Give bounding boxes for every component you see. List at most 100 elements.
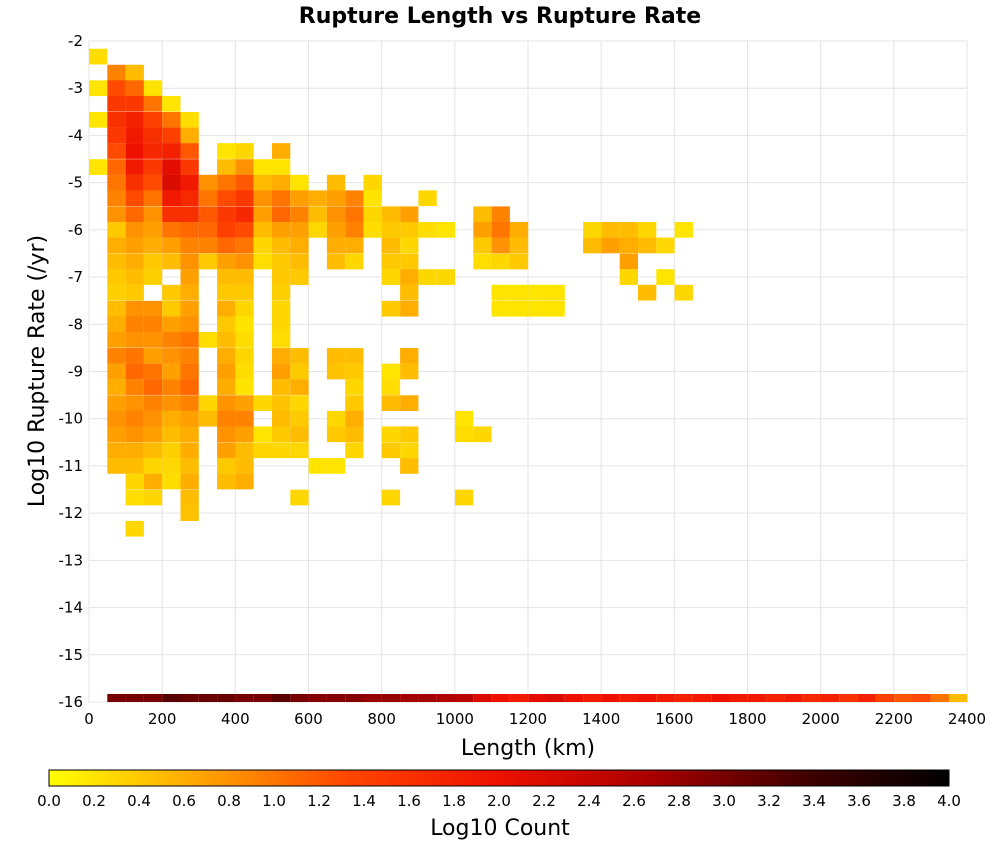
heatmap-cell [125, 458, 144, 474]
heatmap-cell [125, 473, 144, 490]
colorbar-tick-label: 2.0 [487, 792, 511, 810]
heatmap-cell [400, 284, 419, 301]
heatmap-cell [272, 395, 291, 411]
heatmap-cell [125, 111, 144, 128]
colorbar-tick-label: 1.6 [397, 792, 421, 810]
bottom-row-cell [583, 694, 602, 702]
heatmap-cell [235, 269, 254, 285]
heatmap-cell [345, 379, 364, 395]
bottom-row-cell [272, 694, 291, 702]
heatmap-cell [143, 253, 163, 270]
heatmap-cell [162, 95, 181, 112]
heatmap-cell [143, 190, 163, 207]
heatmap-cell [125, 520, 144, 537]
heatmap-cell [180, 395, 199, 411]
heatmap-cell [235, 332, 254, 348]
heatmap-cell [143, 332, 163, 348]
heatmap-cell [455, 489, 474, 506]
heatmap-cell [272, 316, 291, 333]
heatmap-cell [290, 426, 309, 443]
heatmap-cell [326, 253, 346, 270]
heatmap-cell [180, 316, 199, 333]
heatmap-cell [125, 190, 144, 207]
heatmap-cell [143, 95, 163, 112]
heatmap-cell [400, 221, 419, 238]
heatmap-cell [125, 489, 144, 506]
heatmap-cell [290, 363, 309, 380]
heatmap-cell [143, 442, 163, 459]
heatmap-cell [418, 221, 437, 238]
heatmap-cell [528, 284, 547, 301]
heatmap-cell [107, 348, 126, 364]
heatmap-cell [180, 426, 199, 443]
heatmap-cell [345, 426, 364, 443]
bottom-row-cell [381, 694, 401, 702]
bottom-row-cell [162, 694, 181, 702]
heatmap-cell [253, 237, 272, 254]
heatmap-cell [272, 174, 291, 191]
colorbar-tick-label: 0.6 [172, 792, 196, 810]
heatmap-cell [436, 269, 455, 285]
heatmap-cell [290, 442, 309, 459]
heatmap-cell [491, 221, 510, 238]
heatmap-cell [125, 127, 144, 144]
colorbar-tick-label: 0.8 [217, 792, 241, 810]
bottom-row-cell [418, 694, 437, 702]
heatmap-cell [143, 363, 163, 380]
bottom-row-cell [546, 694, 565, 702]
heatmap-cell [107, 395, 126, 411]
heatmap-cell [162, 395, 181, 411]
heatmap-cell [272, 143, 291, 159]
heatmap-cell [125, 363, 144, 380]
heatmap-cell [107, 269, 126, 285]
heatmap-cell [290, 190, 309, 207]
heatmap-cell [381, 206, 401, 223]
heatmap-cell [345, 237, 364, 254]
heatmap-cell [583, 221, 602, 238]
heatmap-cell [345, 442, 364, 459]
heatmap-cell [180, 379, 199, 395]
heatmap-cell [162, 190, 181, 207]
colorbar-tick-label: 3.6 [847, 792, 871, 810]
bottom-row-cell [198, 694, 218, 702]
heatmap-cell [107, 237, 126, 254]
x-tick-label: 1600 [655, 710, 693, 728]
bottom-row-cell [711, 694, 730, 702]
heatmap-cell [272, 332, 291, 348]
heatmap-cell [674, 221, 693, 238]
heatmap-cell [235, 363, 254, 380]
bottom-row-cell [363, 694, 382, 702]
heatmap-cell [217, 143, 236, 159]
heatmap-cell [491, 300, 510, 317]
heatmap-cell [272, 379, 291, 395]
heatmap-cell [272, 284, 291, 301]
heatmap-cell [162, 332, 181, 348]
heatmap-cell [345, 190, 364, 207]
heatmap-cell [162, 174, 181, 191]
colorbar-tick-label: 2.2 [532, 792, 556, 810]
heatmap-cell [125, 410, 144, 427]
heatmap-cell [143, 269, 163, 285]
heatmap-cell [217, 442, 236, 459]
heatmap-cell [143, 127, 163, 144]
heatmap-cell [381, 300, 401, 317]
heatmap-cell [272, 410, 291, 427]
heatmap-cell [162, 127, 181, 144]
heatmap-cell [363, 206, 382, 223]
heatmap-cell [162, 143, 181, 159]
y-tick-label: -6 [68, 221, 83, 239]
heatmap-cell [656, 269, 675, 285]
heatmap-cell [198, 174, 218, 191]
heatmap-cell [473, 206, 492, 223]
heatmap-cell [217, 458, 236, 474]
heatmap-cell [235, 284, 254, 301]
heatmap-cell [326, 190, 346, 207]
bottom-row-cell [638, 694, 657, 702]
bottom-row-cell [308, 694, 327, 702]
heatmap-cell [143, 426, 163, 443]
heatmap-cell [180, 473, 199, 490]
y-tick-label: -10 [59, 410, 84, 428]
heatmap-cell [619, 237, 638, 254]
heatmap-cell [272, 363, 291, 380]
heatmap-cell [235, 190, 254, 207]
